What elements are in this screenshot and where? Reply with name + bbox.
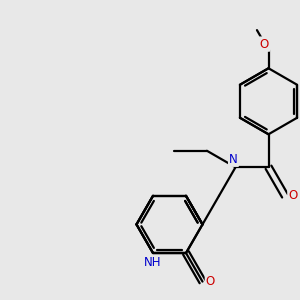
Text: O: O xyxy=(206,275,215,288)
Text: NH: NH xyxy=(144,256,162,269)
Text: O: O xyxy=(260,38,269,51)
Text: N: N xyxy=(229,153,238,166)
Text: O: O xyxy=(288,189,298,202)
